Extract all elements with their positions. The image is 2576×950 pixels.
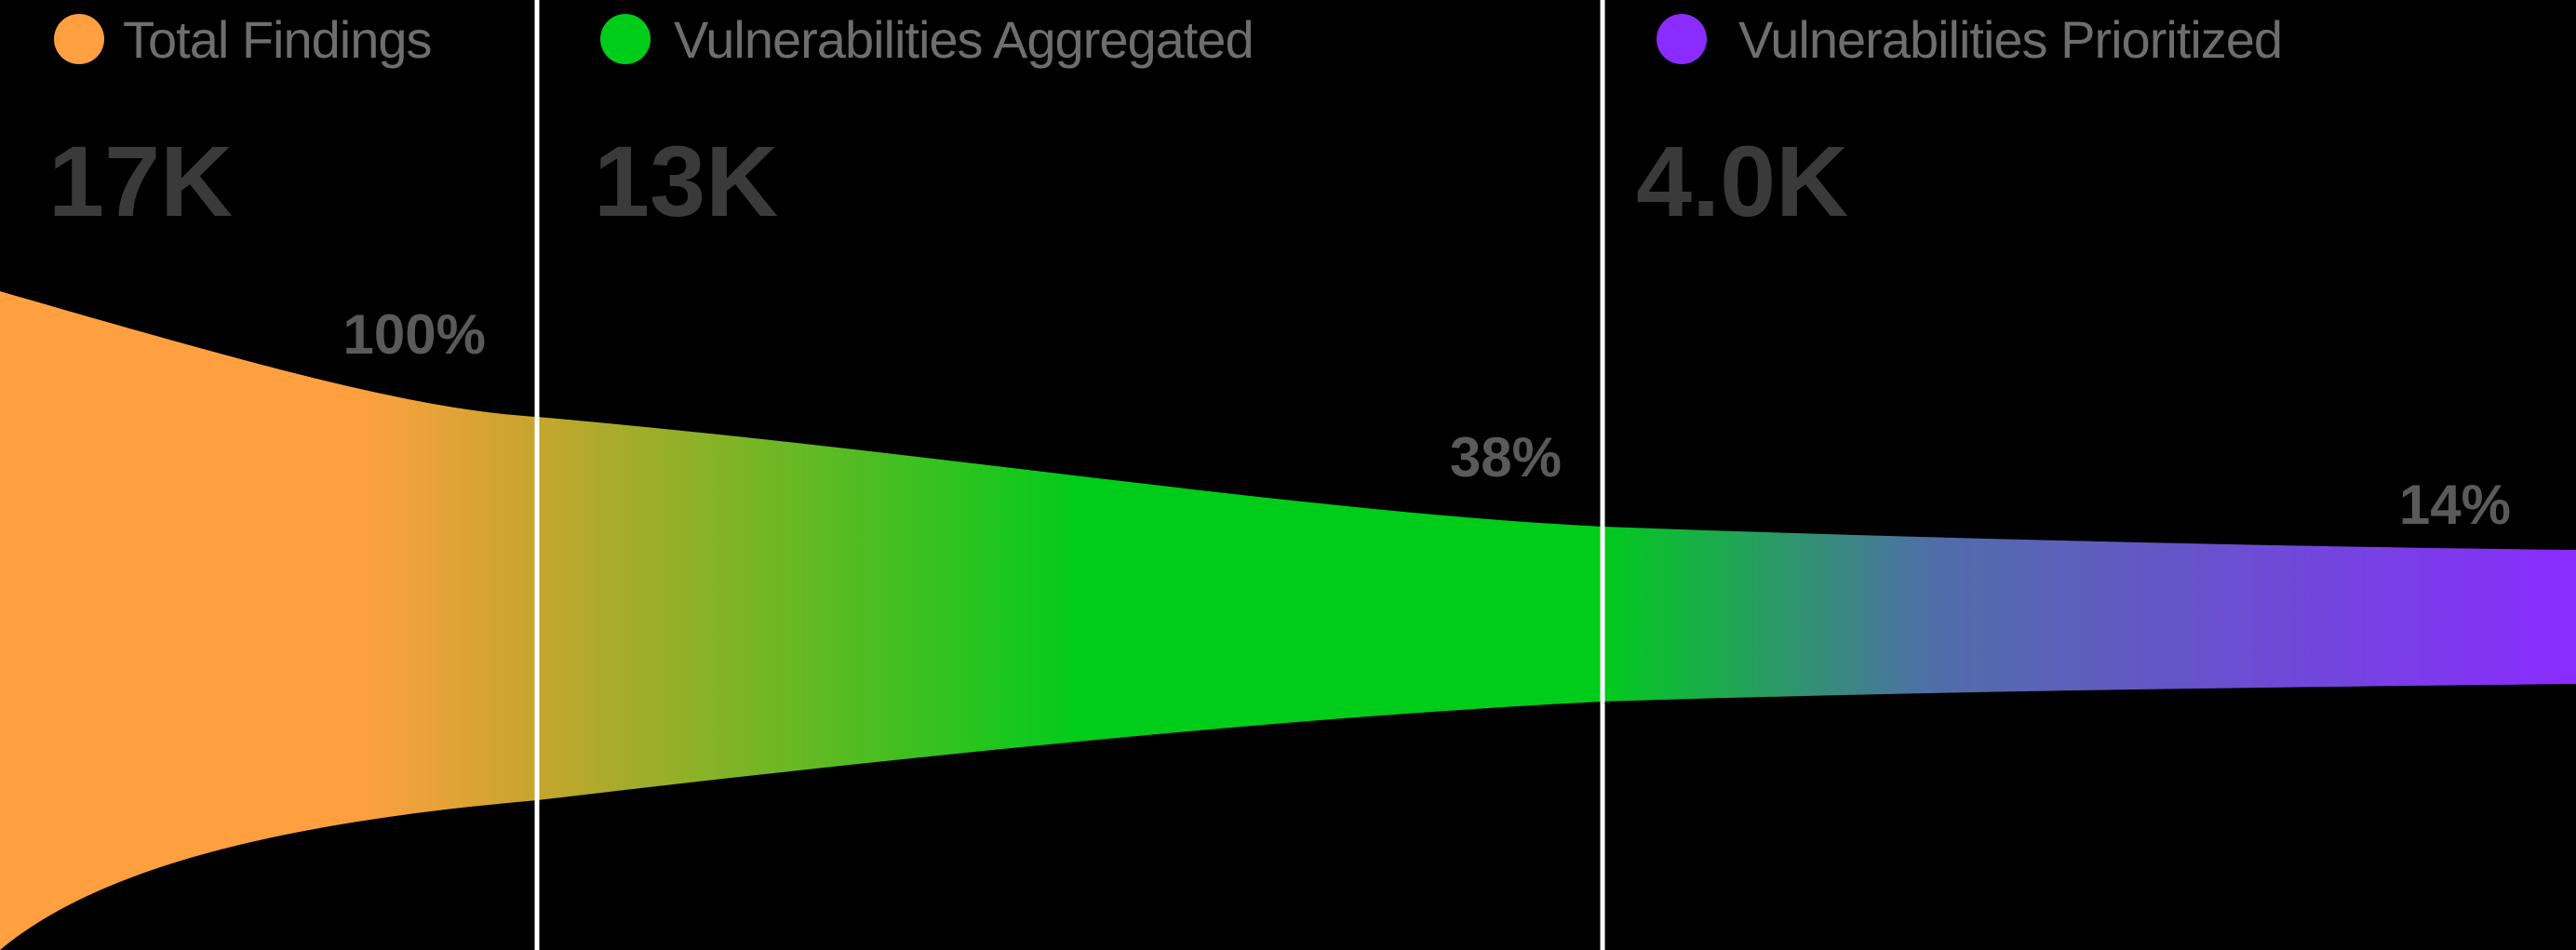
stage-label-total-findings: Total Findings xyxy=(123,10,432,69)
stage-label-vulnerabilities-aggregated: Vulnerabilities Aggregated xyxy=(674,10,1254,69)
funnel-band xyxy=(0,291,2576,950)
legend-dot-total-findings xyxy=(54,14,104,64)
stage-percent-vulnerabilities-aggregated: 38% xyxy=(1450,426,1562,488)
legend-dot-vulnerabilities-aggregated xyxy=(600,14,651,64)
stage-value-vulnerabilities-prioritized: 4.0K xyxy=(1636,125,1848,237)
stage-value-total-findings: 17K xyxy=(48,125,233,237)
stage-percent-total-findings: 100% xyxy=(343,303,486,366)
stage-value-vulnerabilities-aggregated: 13K xyxy=(594,125,778,237)
legend-dot-vulnerabilities-prioritized xyxy=(1657,14,1707,64)
stage-label-vulnerabilities-prioritized: Vulnerabilities Prioritized xyxy=(1738,10,2282,69)
stage-percent-vulnerabilities-prioritized: 14% xyxy=(2399,474,2511,536)
